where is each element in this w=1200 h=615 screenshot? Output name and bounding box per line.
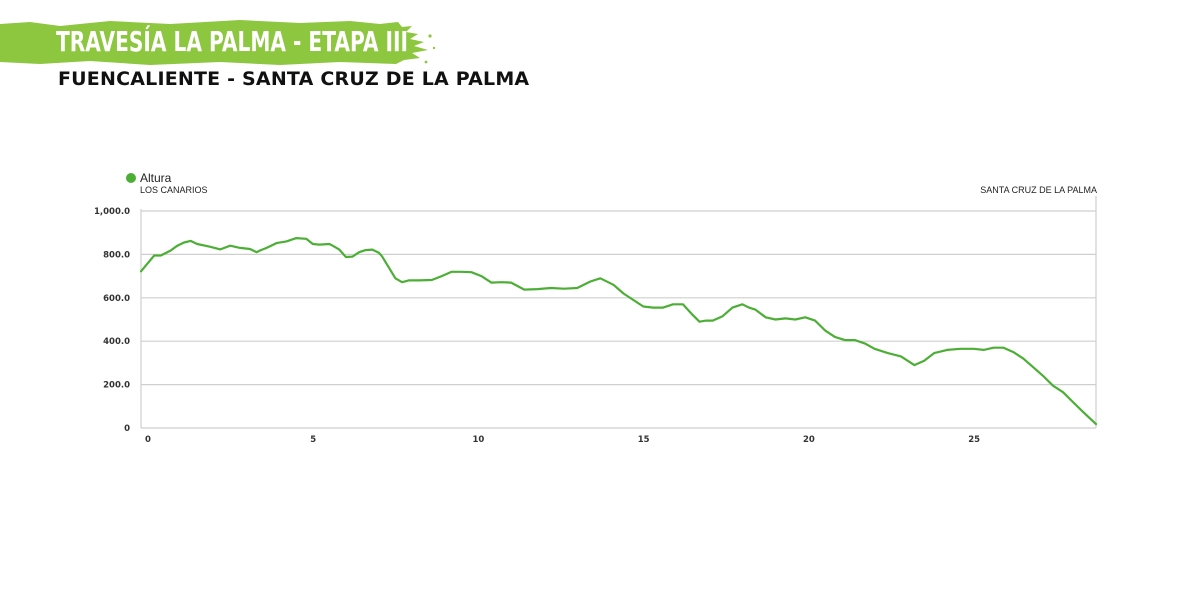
x-tick-label: 5 <box>310 435 316 445</box>
legend: Altura <box>126 171 172 185</box>
axes <box>140 196 1097 429</box>
x-tick-label: 0 <box>145 435 151 445</box>
x-tick-label: 10 <box>473 435 485 445</box>
banner-splatter <box>428 34 432 38</box>
banner-splatter <box>432 46 436 50</box>
y-tick-label: 1,000.0 <box>94 207 130 217</box>
y-tick-label: 0 <box>124 424 130 434</box>
banner-splatter <box>424 60 428 64</box>
page-title: TRAVESÍA LA PALMA - ETAPA III <box>56 25 409 58</box>
x-tick-label: 20 <box>803 435 815 445</box>
y-tick-label: 200.0 <box>103 381 130 391</box>
y-axis-ticks: 0 200.0 400.0 600.0 800.0 1,000.0 <box>94 207 130 434</box>
grid-lines <box>141 210 1096 386</box>
x-tick-label: 15 <box>638 435 650 445</box>
series-line-altura <box>139 237 1098 426</box>
series-layer <box>139 237 1098 426</box>
legend-label: Altura <box>140 171 172 185</box>
start-label: LOS CANARIOS <box>140 185 208 195</box>
end-label: SANTA CRUZ DE LA PALMA <box>980 185 1097 195</box>
banner-brush-shape <box>0 20 428 65</box>
page-subtitle: FUENCALIENTE - SANTA CRUZ DE LA PALMA <box>58 68 530 90</box>
x-tick-label: 25 <box>968 435 980 445</box>
y-tick-label: 600.0 <box>103 294 130 304</box>
x-axis-ticks: 0 5 10 15 20 25 <box>145 435 980 445</box>
legend-marker <box>126 173 136 183</box>
title-banner <box>0 20 436 65</box>
y-tick-label: 800.0 <box>103 250 130 260</box>
y-tick-label: 400.0 <box>103 337 130 347</box>
